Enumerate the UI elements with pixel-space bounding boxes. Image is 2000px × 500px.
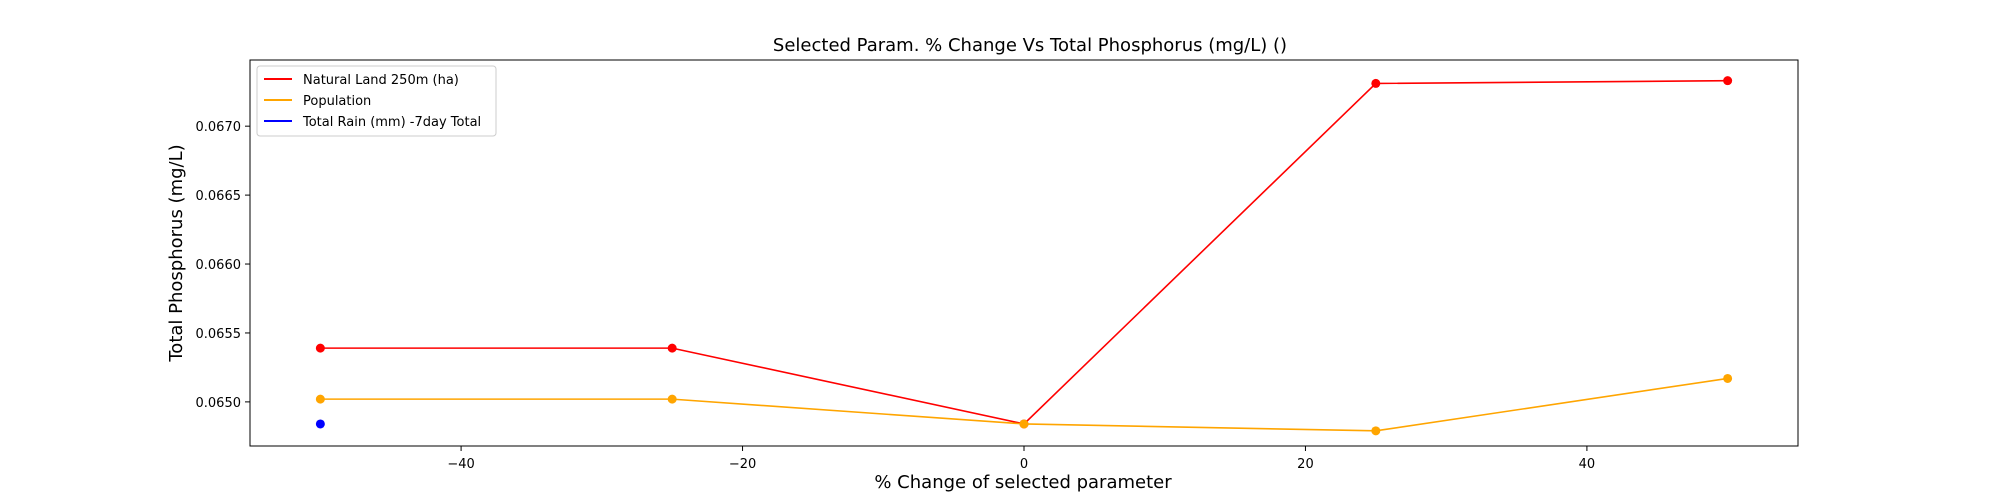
legend-label: Population [303, 94, 371, 109]
data-point-population [667, 394, 677, 404]
y-axis-title: Total Phosphorus (mg/L) [166, 144, 187, 362]
legend-label: Natural Land 250m (ha) [303, 73, 459, 88]
series-line-natural-land-250m-ha [320, 79, 1728, 425]
data-point-population [1723, 373, 1733, 383]
x-tick-label: −40 [447, 457, 474, 472]
x-tick-label: −20 [729, 457, 756, 472]
data-point-natural-land-250m-ha [315, 343, 325, 353]
data-point-natural-land-250m-ha [1371, 78, 1381, 88]
y-tick-label: 0.0655 [196, 327, 242, 342]
data-point-population [1371, 426, 1381, 436]
legend-box [256, 65, 497, 137]
data-point-population [1019, 419, 1029, 429]
y-tick-label: 0.0665 [196, 189, 242, 204]
data-point-natural-land-250m-ha [1723, 76, 1733, 86]
y-tick-label: 0.0650 [196, 396, 242, 411]
y-tick-label: 0.0660 [196, 258, 242, 273]
data-point-population [315, 394, 325, 404]
x-tick-label: 0 [1020, 457, 1028, 472]
x-axis-title: % Change of selected parameter [874, 472, 1172, 493]
chart-title: Selected Param. % Change Vs Total Phosph… [773, 35, 1287, 56]
data-point-natural-land-250m-ha [667, 343, 677, 353]
y-tick-label: 0.0670 [196, 120, 242, 135]
y-axis: 0.0650 0.0655 0.0660 0.0665 0.0670 [196, 120, 250, 411]
series-layer [315, 76, 1733, 436]
legend: Natural Land 250m (ha) Population Total Ra… [256, 65, 497, 137]
legend-label: Total Rain (mm) -7day Total [302, 115, 481, 130]
x-tick-label: 20 [1297, 457, 1314, 472]
data-point-total-rain-mm-7day-total [315, 419, 325, 429]
x-tick-label: 40 [1579, 457, 1596, 472]
x-axis: −40 −20 0 20 40 [447, 446, 1595, 472]
